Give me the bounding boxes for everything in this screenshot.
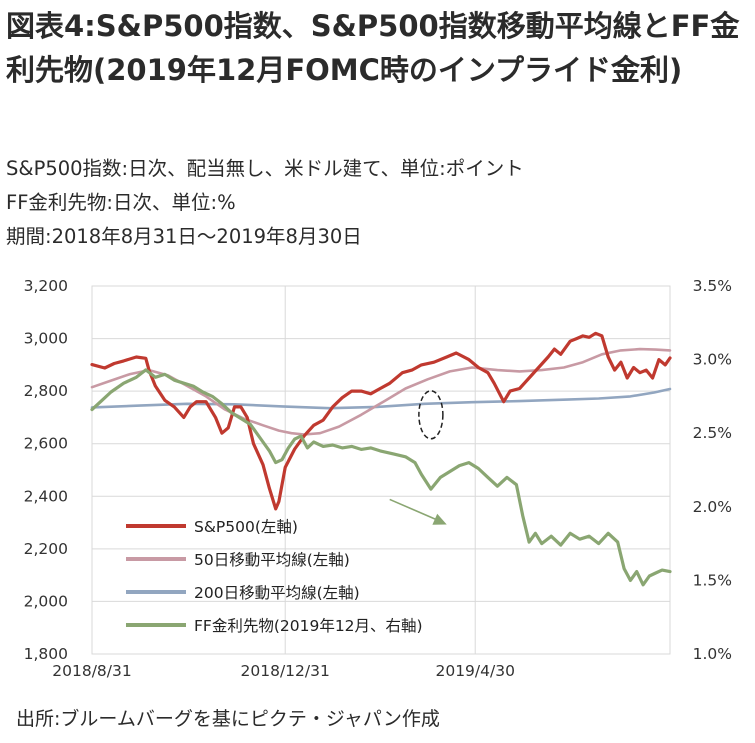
y-axis-right: 3.5% 3.0% 2.5% 2.0% 1.5% 1.0% xyxy=(693,277,732,663)
y-left-tick-label: 3,200 xyxy=(24,277,68,295)
series-line-ff xyxy=(90,368,672,587)
y-right-tick-label: 2.0% xyxy=(693,498,732,516)
arrow-annotation-head xyxy=(432,513,447,525)
y-left-tick-label: 2,400 xyxy=(24,487,68,505)
subtitle-sp500-units: S&P500指数:日次、配当無し、米ドル建て、単位:ポイント xyxy=(6,157,524,180)
series-line-ma50 xyxy=(90,347,672,436)
annotations xyxy=(389,390,447,525)
y-right-tick-label: 2.5% xyxy=(693,424,732,442)
gridlines xyxy=(91,285,671,655)
y-right-tick-label: 3.0% xyxy=(693,351,732,369)
y-right-tick-label: 1.0% xyxy=(693,645,732,663)
y-right-tick-label: 3.5% xyxy=(693,277,732,295)
legend-label-ff: FF金利先物(2019年12月、右軸) xyxy=(194,617,423,635)
y-left-tick-label: 2,000 xyxy=(24,592,68,610)
y-left-tick-label: 3,000 xyxy=(24,330,68,348)
x-tick-label: 2018/12/31 xyxy=(241,662,330,680)
subtitle-ff-units: FF金利先物:日次、単位:% xyxy=(6,191,236,214)
arrow-annotation-shaft xyxy=(389,498,442,523)
y-left-tick-label: 2,800 xyxy=(24,382,68,400)
chart: 3,200 3,000 2,800 2,600 2,400 2,200 2,000 1,800… xyxy=(24,277,732,680)
y-right-tick-label: 1.5% xyxy=(693,571,732,589)
subtitle-period: 期間:2018年8月31日〜2019年8月30日 xyxy=(6,225,362,248)
y-left-tick-label: 2,600 xyxy=(24,435,68,453)
source-note: 出所:ブルームバーグを基にピクテ・ジャパン作成 xyxy=(16,708,440,730)
page-title: 図表4:S&P500指数、S&P500指数移動平均線とFF金利先物(2019年1… xyxy=(6,9,740,87)
legend-label-sp500: S&P500(左軸) xyxy=(194,518,298,536)
dashed-ellipse-annotation xyxy=(418,390,444,440)
y-axis-left: 3,200 3,000 2,800 2,600 2,400 2,200 2,000 1,800 xyxy=(24,277,68,663)
y-left-tick-label: 2,200 xyxy=(24,540,68,558)
series-line-ma200 xyxy=(90,387,672,410)
x-tick-label: 2018/8/31 xyxy=(52,662,131,680)
legend-label-ma200: 200日移動平均線(左軸) xyxy=(194,584,360,602)
x-axis: 2018/8/31 2018/12/31 2019/4/30 xyxy=(52,662,515,680)
x-tick-label: 2019/4/30 xyxy=(435,662,514,680)
legend: S&P500(左軸) 50日移動平均線(左軸) 200日移動平均線(左軸) FF金利先… xyxy=(126,518,423,635)
plot-frame xyxy=(91,285,671,655)
series-line-sp500 xyxy=(90,331,672,511)
series-lines xyxy=(90,331,672,587)
y-left-tick-label: 1,800 xyxy=(24,645,68,663)
legend-label-ma50: 50日移動平均線(左軸) xyxy=(194,551,350,569)
